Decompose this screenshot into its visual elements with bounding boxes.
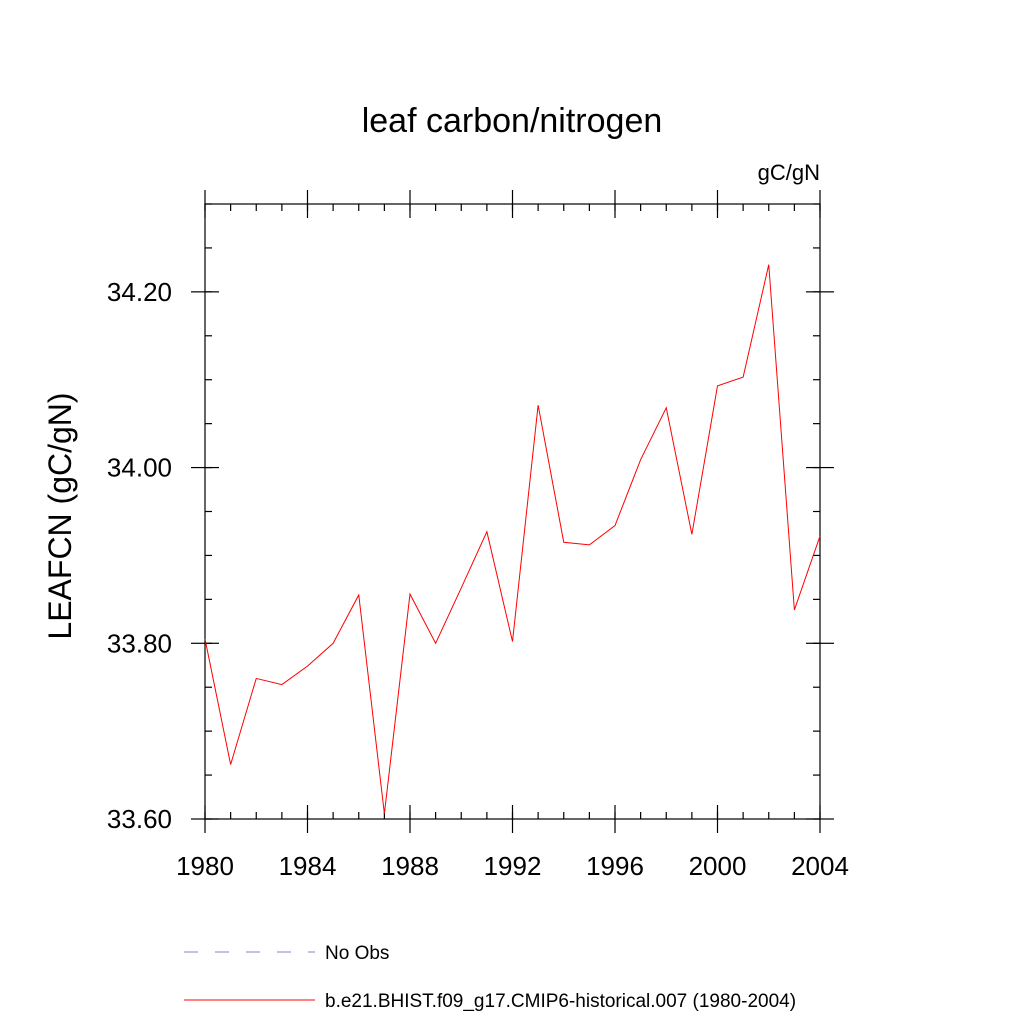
plot-frame — [204, 203, 821, 820]
y-tick-label: 34.00 — [107, 453, 172, 483]
x-tick-label: 1996 — [586, 851, 644, 881]
chart-title: leaf carbon/nitrogen — [362, 102, 663, 140]
units-label: gC/gN — [758, 160, 820, 185]
x-tick-label: 2004 — [791, 851, 849, 881]
x-tick-label: 1988 — [381, 851, 439, 881]
y-tick-labels: 33.60 33.80 34.00 34.20 — [107, 277, 172, 834]
x-tick-label: 1980 — [176, 851, 234, 881]
x-tick-label: 1992 — [484, 851, 542, 881]
legend-label: b.e21.BHIST.f09_g17.CMIP6-historical.007… — [325, 991, 796, 1012]
x-tick-label: 2000 — [689, 851, 747, 881]
series-layer — [204, 264, 821, 814]
series-line — [204, 264, 821, 814]
x-tick-label: 1984 — [279, 851, 337, 881]
x-tick-labels: 1980 1984 1988 1992 1996 2000 2004 — [176, 851, 849, 881]
y-axis-label: LEAFCN (gC/gN) — [42, 392, 78, 639]
legend: No Obs b.e21.BHIST.f09_g17.CMIP6-historic… — [184, 943, 796, 1012]
y-tick-label: 33.60 — [107, 804, 172, 834]
axis-ticks — [191, 190, 834, 833]
y-tick-label: 34.20 — [107, 277, 172, 307]
legend-label: No Obs — [325, 943, 389, 964]
y-tick-label: 33.80 — [107, 628, 172, 658]
